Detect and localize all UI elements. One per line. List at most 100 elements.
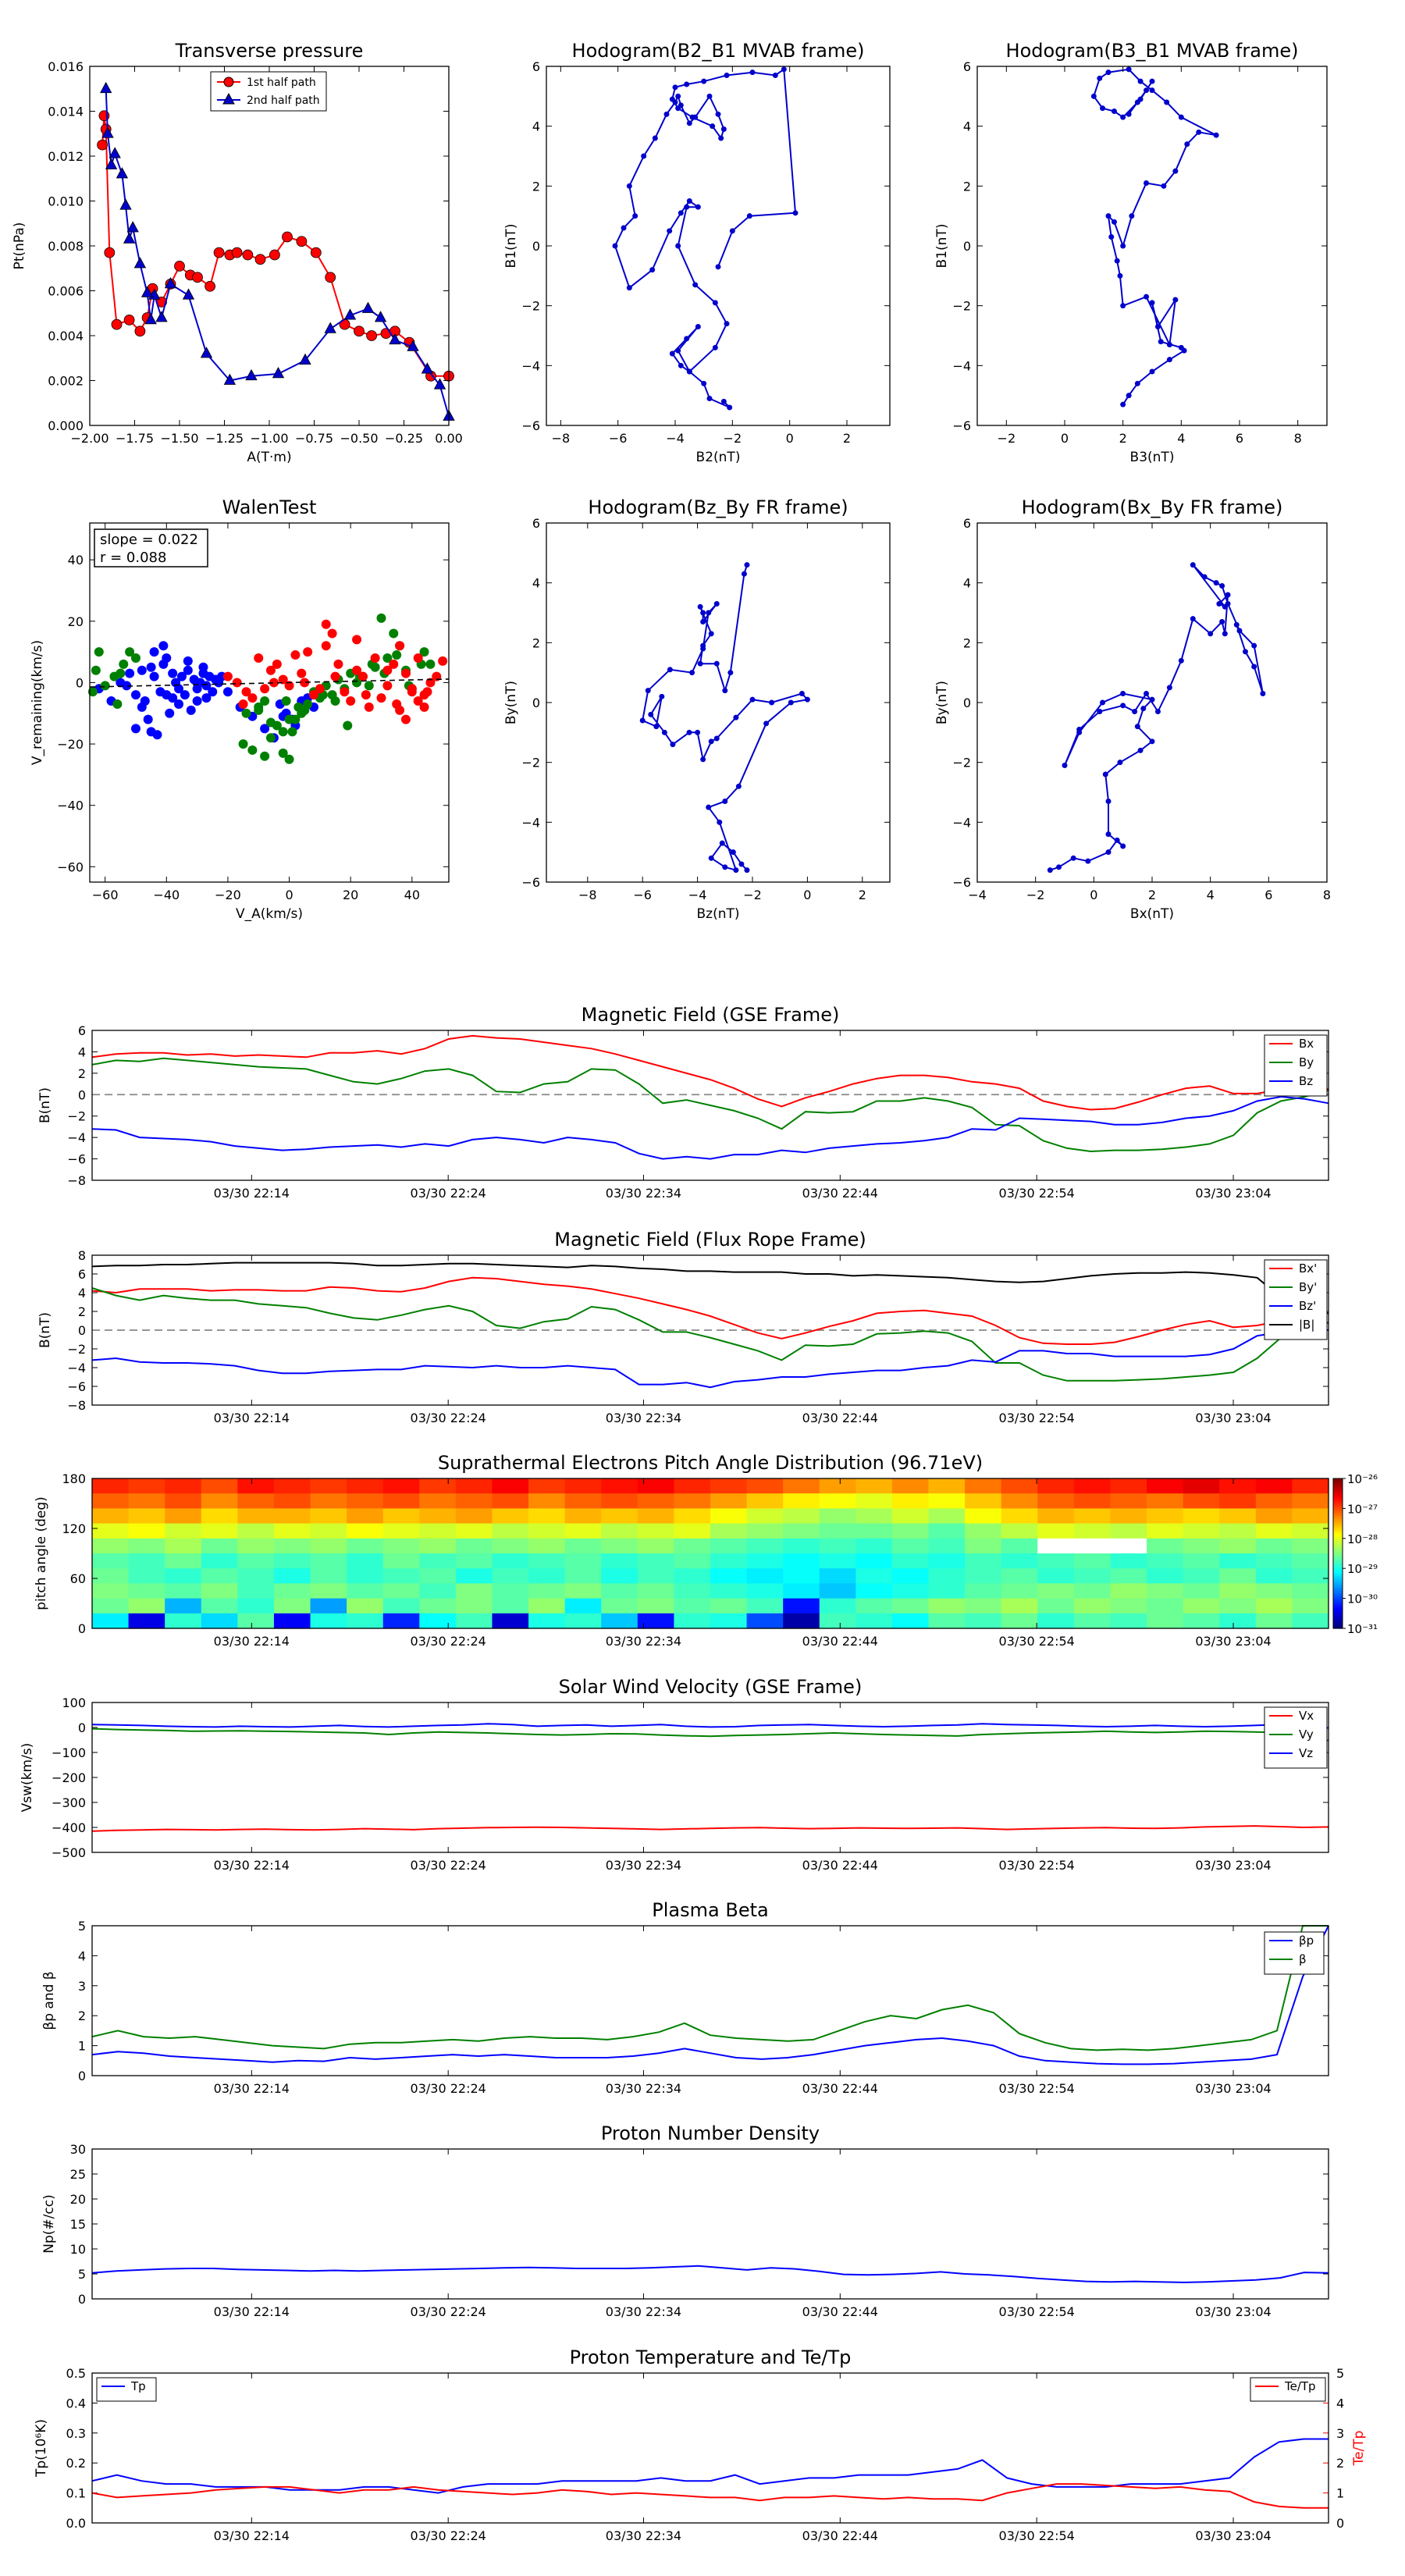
- legend-label: By: [1299, 1055, 1314, 1069]
- pad-cell: [710, 1553, 748, 1569]
- bgse-xtick-label: 03/30 22:24: [411, 1186, 486, 1201]
- hodo1-point: [675, 93, 681, 99]
- pad-cell: [1037, 1613, 1075, 1629]
- hodo4-title: Hodogram(Bx_By FR frame): [1022, 496, 1283, 518]
- pt-point: [108, 147, 121, 158]
- pad-cell: [419, 1598, 457, 1614]
- walen-point-green: [125, 647, 135, 657]
- hodo1-point: [652, 135, 658, 141]
- pad-cell: [783, 1508, 820, 1525]
- hodo3-point: [722, 688, 728, 694]
- legend-label: Vz: [1299, 1746, 1313, 1760]
- pad-cell: [783, 1493, 820, 1509]
- hodo1-point: [724, 73, 730, 78]
- pad-colorbar-step: [1333, 1585, 1343, 1589]
- pad-colorbar-step: [1333, 1596, 1343, 1599]
- pad-cell: [237, 1523, 275, 1539]
- pad-cell: [855, 1553, 893, 1569]
- pad-cell: [1255, 1523, 1293, 1539]
- hodo1-ytick-label: −2: [521, 299, 540, 314]
- walen-r-label: r = 0.088: [100, 550, 166, 566]
- hodo1-point: [706, 396, 713, 401]
- pad-cell: [1110, 1478, 1147, 1494]
- pad-cell: [1219, 1583, 1257, 1599]
- pad-cell: [1110, 1568, 1147, 1584]
- pad-cell: [965, 1568, 1002, 1584]
- vsw-ytick-label: −100: [52, 1745, 86, 1760]
- pad-cell: [746, 1508, 784, 1525]
- hodo2-xtick-label: 0: [1061, 431, 1069, 446]
- pad-cell: [819, 1568, 856, 1584]
- pad-cell: [783, 1538, 820, 1554]
- hodo3-point: [763, 720, 770, 727]
- pad-cell: [1073, 1478, 1112, 1494]
- pad-cell: [819, 1583, 856, 1599]
- walen-point-green: [260, 751, 270, 761]
- pad-cell: [564, 1553, 602, 1569]
- pad-cell: [819, 1523, 856, 1539]
- walen-point-green: [260, 696, 270, 706]
- legend-label-1st: 1st half path: [247, 76, 316, 89]
- pad-ytick-label: 0: [78, 1621, 86, 1636]
- pad-cell: [819, 1613, 856, 1629]
- pad-cell: [710, 1598, 748, 1614]
- hodo4-point: [1219, 583, 1225, 589]
- pad-cell: [1183, 1493, 1220, 1509]
- walen-point-red: [382, 681, 393, 691]
- pad-cell: [382, 1568, 420, 1584]
- bgse-frame: [91, 1030, 1329, 1181]
- pad-cell: [1073, 1553, 1112, 1569]
- bgse-xtick-label: 03/30 22:44: [802, 1186, 878, 1201]
- pad-cell: [201, 1583, 238, 1599]
- pad-colorbar-step: [1333, 1541, 1343, 1544]
- hodo1-point: [715, 111, 721, 117]
- walen-ylabel: V_remaining(km/s): [30, 640, 45, 765]
- walen-point-green: [272, 720, 282, 731]
- pad-cell: [674, 1613, 711, 1629]
- hodo3-ytick-label: −6: [521, 875, 540, 890]
- pad-cell: [92, 1538, 130, 1554]
- pad-cell: [347, 1493, 384, 1509]
- pad-colorbar-step: [1333, 1578, 1343, 1582]
- pad-cell: [1219, 1523, 1257, 1539]
- pad-cell: [1037, 1478, 1075, 1494]
- hodo1-point: [678, 362, 684, 368]
- pad-cell: [310, 1523, 347, 1539]
- hodo4-xtick-label: 6: [1264, 888, 1272, 902]
- bgse-ytick-label: −6: [67, 1152, 86, 1167]
- hodo1-xtick-label: 2: [843, 431, 851, 446]
- pad-cell: [528, 1583, 566, 1599]
- walen-point-blue: [146, 662, 156, 672]
- pad-cell: [746, 1598, 784, 1614]
- pad-xtick-label: 03/30 22:54: [999, 1634, 1075, 1649]
- hodo2-point: [1158, 339, 1164, 345]
- pad-cell: [891, 1583, 930, 1599]
- pad-colorbar-step: [1333, 1493, 1343, 1496]
- pad-cell: [1001, 1538, 1038, 1554]
- hodo3-point: [733, 714, 739, 720]
- walen-xtick-label: −40: [153, 888, 180, 902]
- pad-colorbar-step: [1333, 1506, 1343, 1509]
- pad-cell: [310, 1598, 347, 1614]
- beta-ytick-label: 2: [78, 2008, 86, 2023]
- pad-ylabel: pitch angle (deg): [34, 1496, 49, 1610]
- walen-point-green: [116, 668, 126, 678]
- pad-cell: [347, 1553, 384, 1569]
- pt-ylabel: Pt(nPa): [12, 222, 27, 270]
- pad-cell: [128, 1598, 165, 1614]
- hodo2-panel: Hodogram(B3_B1 MVAB frame) −2 0 2 4 6 8 −6 −4 −2 0…: [934, 40, 1328, 465]
- pad-cell: [1183, 1508, 1220, 1525]
- pad-cell: [1292, 1538, 1329, 1554]
- hodo1-point: [792, 210, 799, 216]
- walen-point-red: [364, 702, 374, 712]
- pad-colorbar-step: [1333, 1616, 1343, 1619]
- pad-cell: [492, 1553, 529, 1569]
- pt-frame: [89, 66, 450, 426]
- walen-point-red: [278, 674, 288, 685]
- walen-point-red: [346, 696, 356, 706]
- hodo1-point: [724, 321, 730, 327]
- legend-label: Te/Tp: [1284, 2379, 1316, 2393]
- vsw-xtick-label: 03/30 22:14: [214, 1858, 290, 1873]
- hodo2-point: [1134, 99, 1140, 105]
